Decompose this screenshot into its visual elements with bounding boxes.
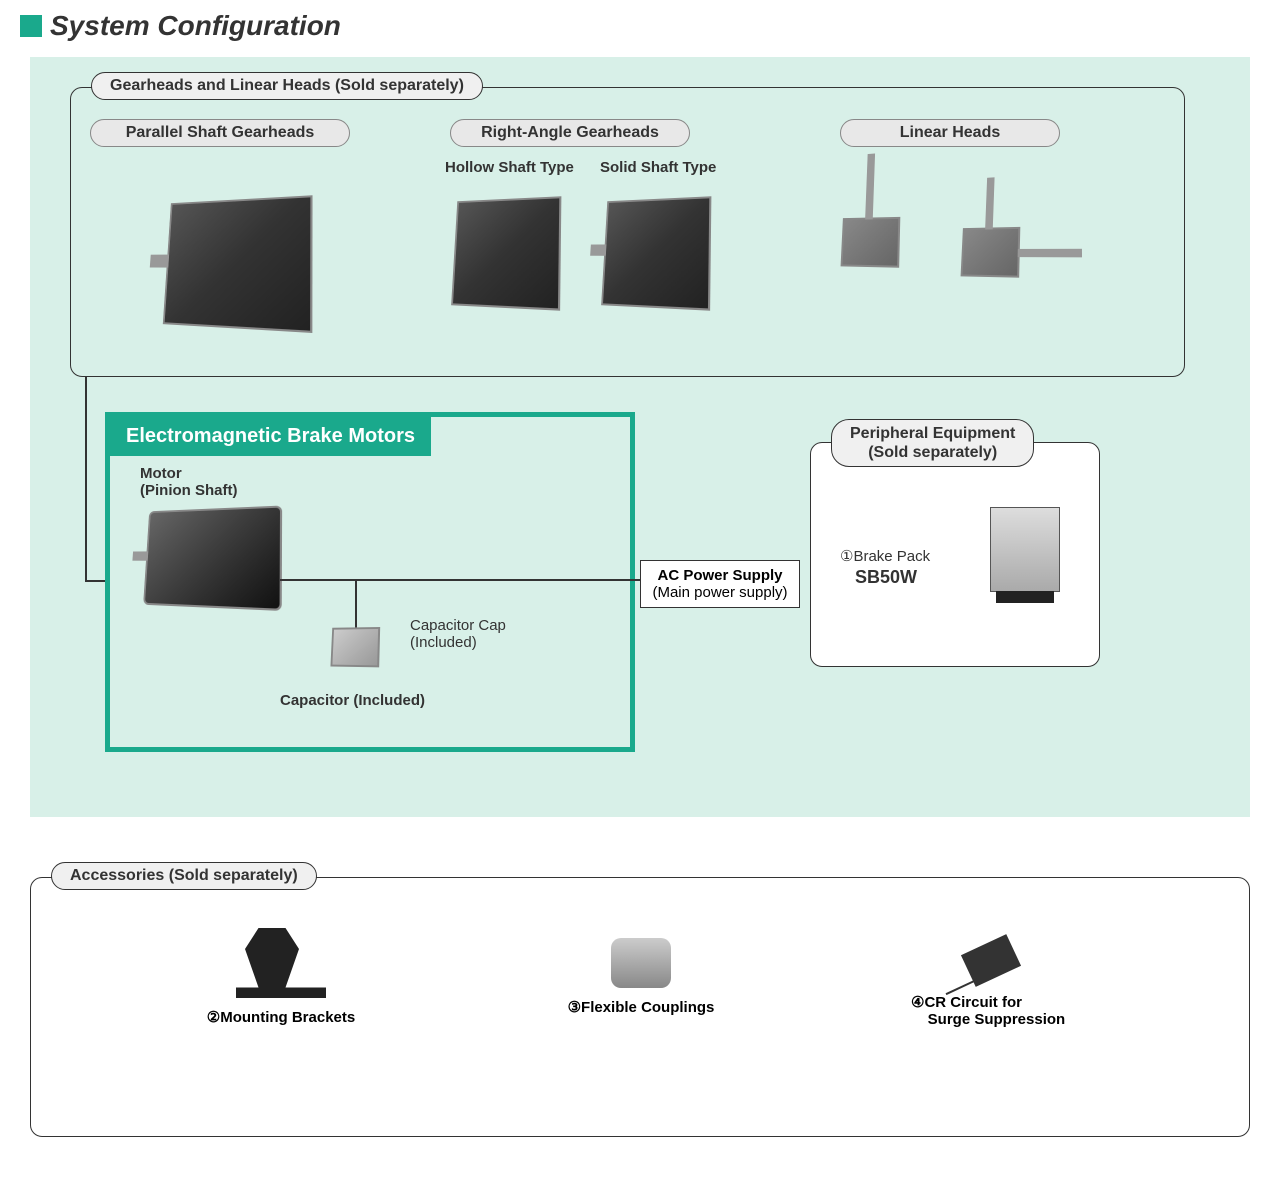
hollow-shaft-label: Hollow Shaft Type — [445, 159, 574, 176]
connector-line — [280, 579, 640, 581]
ac-power-line2: (Main power supply) — [651, 584, 789, 601]
right-angle-label: Right-Angle Gearheads — [450, 119, 690, 147]
accessory-flexible-couplings: ③Flexible Couplings — [511, 928, 771, 1016]
parallel-gearhead-image — [160, 197, 310, 327]
capacitor-label: Capacitor (Included) — [280, 692, 425, 709]
accessories-section: Accessories (Sold separately) ②Mounting … — [30, 877, 1250, 1157]
linear-head-image-2 — [960, 227, 1020, 277]
page-title: System Configuration — [50, 10, 341, 42]
motor-label: Motor (Pinion Shaft) — [140, 465, 238, 499]
connector-line — [355, 579, 357, 629]
accessory-cr-circuit: ④CR Circuit for Surge Suppression — [861, 928, 1121, 1028]
page-title-bar: System Configuration — [0, 0, 1280, 57]
peripheral-label: Peripheral Equipment (Sold separately) — [831, 419, 1034, 467]
linear-heads-label: Linear Heads — [840, 119, 1060, 147]
brake-pack-model: SB50W — [855, 567, 917, 588]
linear-head-image-1 — [840, 217, 900, 267]
hollow-shaft-image — [450, 197, 560, 307]
motor-image — [140, 507, 280, 607]
solid-shaft-image — [600, 197, 710, 307]
ac-power-box: AC Power Supply (Main power supply) — [640, 560, 800, 608]
accessories-label: Accessories (Sold separately) — [51, 862, 317, 890]
bracket-icon — [236, 928, 326, 998]
coupling-icon — [611, 938, 671, 988]
capacitor-cap-label: Capacitor Cap (Included) — [410, 617, 506, 651]
solid-shaft-label: Solid Shaft Type — [600, 159, 716, 176]
brake-pack-label: ①Brake Pack — [840, 547, 930, 565]
connector-line — [85, 580, 107, 582]
title-accent-square — [20, 15, 42, 37]
parallel-shaft-label: Parallel Shaft Gearheads — [90, 119, 350, 147]
accessory-caption: ②Mounting Brackets — [151, 1008, 411, 1026]
ac-power-line1: AC Power Supply — [651, 567, 789, 584]
accessory-caption: ③Flexible Couplings — [511, 998, 771, 1016]
main-diagram-area: Gearheads and Linear Heads (Sold separat… — [30, 57, 1250, 817]
cr-circuit-icon — [961, 934, 1021, 987]
accessory-mounting-brackets: ②Mounting Brackets — [151, 928, 411, 1026]
capacitor-image — [330, 627, 380, 667]
accessory-caption: ④CR Circuit for Surge Suppression — [911, 993, 1121, 1028]
accessories-box: Accessories (Sold separately) ②Mounting … — [30, 877, 1250, 1137]
connector-line — [85, 377, 87, 582]
brake-pack-image — [990, 507, 1060, 592]
brake-motors-header: Electromagnetic Brake Motors — [110, 417, 431, 456]
gearheads-group-label: Gearheads and Linear Heads (Sold separat… — [91, 72, 483, 100]
